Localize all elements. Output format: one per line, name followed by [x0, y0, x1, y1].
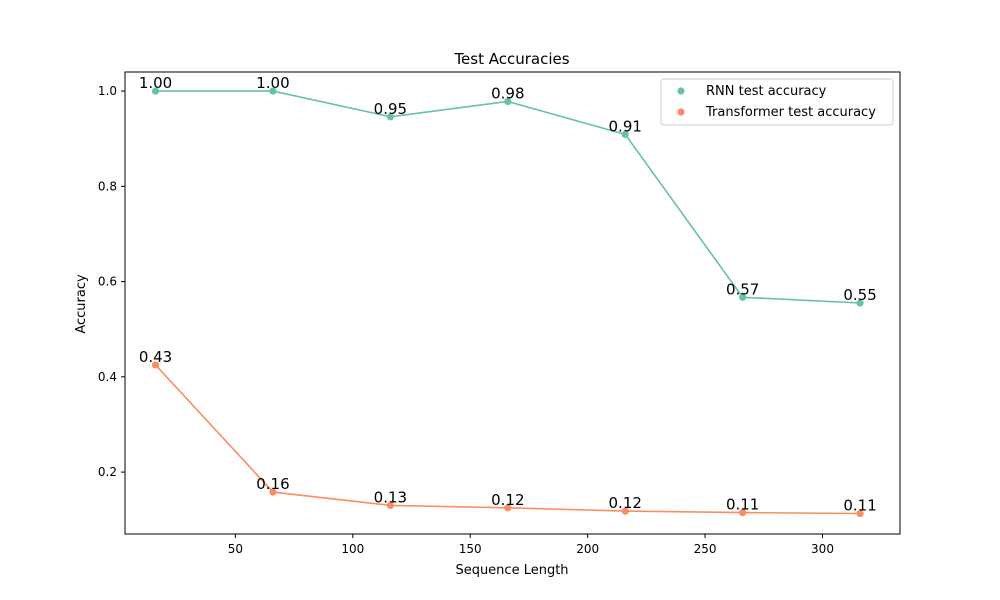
chart-title: Test Accuracies — [453, 50, 569, 68]
data-label: 1.00 — [139, 74, 172, 92]
data-point — [856, 509, 864, 518]
data-label: 0.95 — [374, 100, 407, 118]
data-label: 0.11 — [726, 496, 759, 514]
data-labels: 1.00 1.00 0.95 0.98 0.91 0.57 0.55 0.43 0.16 0.13… — [139, 74, 877, 514]
data-point — [621, 130, 629, 138]
data-label: 0.55 — [843, 286, 876, 304]
data-label: 0.98 — [491, 85, 524, 103]
legend-box — [660, 78, 894, 126]
data-point — [151, 87, 160, 95]
y-tick-label: 0.6 — [98, 275, 117, 289]
data-label: 0.43 — [139, 348, 172, 366]
series-layer — [151, 87, 864, 518]
x-tick-label: 200 — [576, 542, 599, 556]
y-axis-label: Accuracy — [74, 274, 89, 334]
data-point — [269, 87, 277, 95]
data-point — [504, 504, 512, 512]
data-point — [269, 488, 277, 496]
legend-entry: Transformer test accuracy — [705, 105, 876, 120]
y-tick-label: 0.2 — [98, 465, 117, 479]
data-point — [151, 361, 160, 369]
y-tick-label: 1.0 — [98, 84, 117, 98]
data-point — [856, 299, 864, 307]
data-point — [386, 501, 394, 510]
y-tick-label: 0.8 — [98, 179, 117, 193]
x-tick-label: 50 — [228, 542, 243, 556]
x-axis-label: Sequence Length — [455, 563, 568, 578]
data-label: 0.57 — [726, 280, 759, 298]
legend-marker — [677, 87, 685, 95]
x-tick-label: 250 — [694, 542, 717, 556]
data-label: 0.12 — [609, 494, 642, 512]
data-label: 0.11 — [843, 497, 876, 515]
y-tick-label: 0.4 — [98, 370, 117, 384]
x-tick-label: 150 — [459, 542, 482, 556]
data-label: 1.00 — [256, 74, 289, 92]
data-label: 0.91 — [609, 117, 642, 135]
data-label: 0.16 — [256, 475, 289, 493]
data-label: 0.13 — [374, 488, 407, 506]
legend: RNN test accuracy Transformer test accura… — [660, 78, 894, 126]
data-point — [504, 97, 512, 106]
plot-frame — [124, 71, 901, 535]
legend-entry: RNN test accuracy — [706, 84, 827, 99]
data-point — [621, 507, 629, 515]
data-point — [739, 508, 747, 517]
x-tick-label: 100 — [341, 542, 364, 556]
data-label: 0.12 — [491, 491, 524, 509]
axis-ticks: 50 100 150 200 250 300 0.2 0.4 0.6 0.8 1.0 — [98, 84, 834, 556]
data-point — [386, 113, 394, 121]
x-tick-label: 300 — [811, 542, 834, 556]
data-point — [739, 293, 747, 301]
legend-marker — [677, 108, 685, 116]
